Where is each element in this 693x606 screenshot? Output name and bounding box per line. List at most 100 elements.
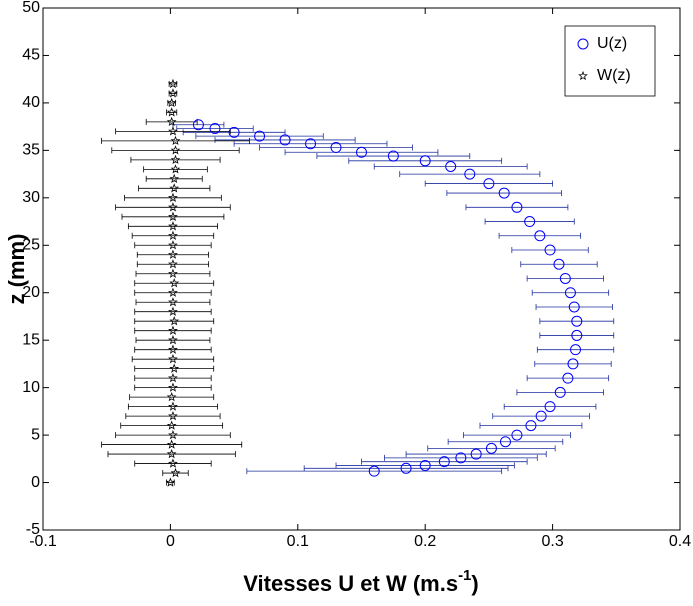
error-bar — [134, 384, 212, 391]
star-marker — [168, 458, 178, 468]
error-bar — [134, 242, 212, 249]
star-marker — [165, 477, 176, 487]
x-tick-label: 0.1 — [287, 533, 309, 550]
error-bar — [134, 460, 212, 467]
x-label-text: Vitesses U et W (m.s — [243, 571, 458, 596]
circle-marker — [445, 160, 457, 172]
star-marker — [578, 70, 588, 81]
circle-marker — [499, 436, 511, 448]
star-marker — [168, 335, 178, 345]
error-bar — [111, 147, 240, 154]
star-marker — [169, 363, 180, 373]
error-bar — [134, 308, 212, 315]
circle-marker — [485, 442, 497, 454]
star-marker — [168, 240, 178, 250]
circle-marker — [568, 301, 580, 313]
circle-marker — [209, 123, 221, 135]
star-marker — [168, 249, 178, 259]
circle-marker — [279, 134, 291, 146]
error-bar — [498, 232, 582, 239]
error-bar — [399, 171, 541, 178]
star-marker — [168, 259, 178, 269]
star-marker — [168, 401, 178, 411]
circle-marker — [559, 272, 571, 284]
circle-marker — [511, 201, 523, 213]
circle-marker — [330, 142, 342, 154]
circle-marker — [564, 287, 576, 299]
star-marker — [168, 344, 178, 354]
star-marker — [168, 126, 178, 136]
error-bar — [120, 422, 224, 429]
error-bar — [233, 140, 388, 147]
star-marker — [168, 306, 178, 316]
error-bar — [463, 432, 571, 439]
x-tick-label: 0 — [166, 533, 175, 550]
circle-marker — [498, 187, 510, 199]
error-bar — [182, 129, 286, 136]
y-tick-label: 25 — [22, 236, 40, 253]
error-bar — [284, 149, 439, 156]
y-tick-label: 35 — [22, 142, 40, 159]
error-bar — [405, 451, 547, 458]
error-bar — [531, 289, 610, 296]
error-bar — [135, 299, 211, 306]
error-bar — [124, 194, 222, 201]
error-bar — [136, 251, 210, 258]
x-axis-label: Vitesses U et W (m.s-1) — [243, 567, 478, 596]
error-bar — [246, 468, 503, 475]
star-marker — [168, 202, 178, 212]
star-marker — [170, 164, 181, 174]
star-marker — [166, 97, 177, 108]
star-marker — [168, 354, 178, 364]
circle-marker — [305, 138, 317, 150]
error-bar — [134, 318, 215, 325]
error-bar — [131, 356, 215, 363]
circle-marker — [554, 386, 566, 398]
error-bar — [121, 213, 225, 220]
circle-marker — [525, 420, 537, 432]
error-bar — [361, 458, 528, 465]
error-bar — [129, 394, 215, 401]
error-bar — [511, 247, 589, 254]
error-bar — [303, 465, 509, 472]
star-marker — [170, 135, 181, 146]
y-tick-label: 10 — [22, 379, 40, 396]
error-bar — [526, 275, 604, 282]
circle-marker — [464, 168, 476, 180]
error-bar — [135, 337, 211, 344]
error-bar — [384, 454, 538, 461]
error-bar — [335, 462, 515, 469]
star-marker — [168, 78, 178, 89]
circle-marker — [192, 119, 204, 131]
star-marker — [168, 192, 178, 202]
circle-marker — [511, 429, 523, 441]
circle-marker — [387, 150, 399, 162]
error-bar — [143, 166, 208, 173]
legend-label: W(z) — [597, 67, 631, 84]
error-bar — [373, 163, 528, 170]
plot: -0.1 0 0.1 0.2 0.3 0.4 -5 0 5 10 15 20 25 30 35 40 45 50 U… — [22, 0, 691, 550]
circle-marker — [356, 146, 367, 158]
error-bar — [134, 365, 215, 372]
circle-marker — [577, 38, 589, 50]
y-tick-label: 15 — [22, 331, 40, 348]
circle-marker — [571, 329, 583, 341]
y-tick-label: 45 — [22, 47, 40, 64]
error-bar — [115, 432, 231, 439]
circle-marker — [400, 462, 412, 474]
y-tick-label: 5 — [31, 426, 40, 443]
circle-marker — [524, 216, 536, 228]
error-bar — [134, 327, 212, 334]
error-bar — [259, 144, 413, 151]
error-bar — [520, 261, 598, 268]
star-marker — [168, 325, 178, 335]
error-bar — [427, 445, 556, 452]
star-marker — [166, 420, 177, 430]
error-bar — [316, 153, 471, 160]
x-tick-label: 0.4 — [669, 533, 691, 550]
error-bar — [166, 109, 178, 116]
x-tick-label: 0.3 — [541, 533, 563, 550]
error-bar — [484, 218, 575, 225]
star-marker — [168, 230, 178, 240]
